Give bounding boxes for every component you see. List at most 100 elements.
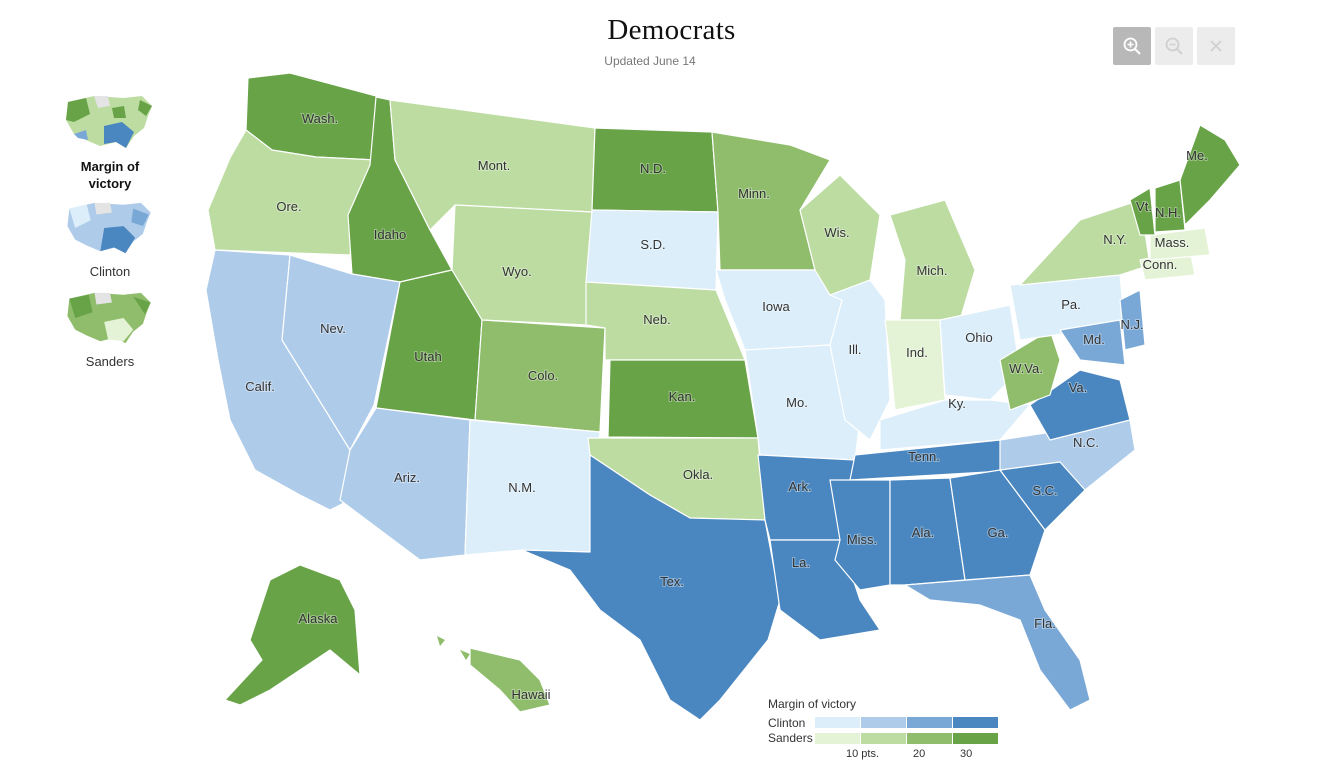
legend-swatch-clinton-1: [861, 717, 906, 728]
state-label: Colo.: [528, 368, 558, 383]
state-label: Ariz.: [394, 470, 420, 485]
state-region-md[interactable]: [1059, 319, 1126, 366]
state-label: Md.: [1083, 332, 1105, 347]
state-label: Tenn.: [908, 449, 940, 464]
updated-date: Updated June 14: [604, 54, 696, 68]
legend-sanders-label: Sanders: [768, 731, 813, 745]
state-label: S.D.: [640, 237, 665, 252]
state-label: Ga.: [988, 525, 1009, 540]
state-label: Iowa: [762, 299, 790, 314]
state-region-hawaii[interactable]: [469, 647, 551, 713]
state-label: N.D.: [640, 161, 666, 176]
legend-tick: 30: [960, 748, 973, 760]
state-label: Va.: [1069, 380, 1088, 395]
view-label: Margin of victory: [80, 159, 140, 191]
state-label: N.M.: [508, 480, 535, 495]
state-label: Alaska: [298, 611, 338, 626]
state-label: Okla.: [683, 467, 713, 482]
legend-swatch-clinton-0: [815, 717, 860, 728]
close-button[interactable]: [1197, 27, 1235, 65]
state-label: Ind.: [906, 345, 928, 360]
state-label: Calif.: [245, 379, 275, 394]
state-label: Idaho: [374, 227, 407, 242]
state-region-ind[interactable]: [884, 319, 946, 411]
zoom-out-button[interactable]: [1155, 27, 1193, 65]
zoom-in-button[interactable]: [1113, 27, 1151, 65]
margin-thumbnail-icon: [66, 96, 152, 148]
state-label: Ohio: [965, 330, 992, 345]
hawaii-island-shape: [437, 636, 445, 646]
state-region-n-y[interactable]: [1019, 199, 1151, 286]
close-icon: [1210, 40, 1222, 52]
state-label: Ore.: [276, 199, 301, 214]
legend-swatch-sanders-0: [815, 733, 860, 744]
legend-clinton-label: Clinton: [768, 716, 806, 730]
state-label: Neb.: [643, 312, 670, 327]
state-label: Conn.: [1143, 257, 1178, 272]
legend-swatch-sanders-2: [907, 733, 952, 744]
state-label: Wash.: [302, 111, 338, 126]
state-label: Utah: [414, 349, 441, 364]
zoom-in-icon: [1123, 37, 1141, 55]
state-region-n-j[interactable]: [1119, 289, 1146, 351]
state-label: Vt.: [1136, 199, 1152, 214]
state-region-alaska[interactable]: [224, 564, 361, 706]
state-region-ga[interactable]: [949, 469, 1046, 581]
legend-swatch-clinton-2: [907, 717, 952, 728]
state-region-fla[interactable]: [904, 574, 1091, 711]
state-label: Tex.: [660, 574, 684, 589]
view-sanders[interactable]: Sanders: [64, 289, 156, 370]
state-label: N.C.: [1073, 435, 1099, 450]
state-label: Minn.: [738, 186, 770, 201]
state-label: Kan.: [669, 389, 696, 404]
state-label: S.C.: [1032, 483, 1057, 498]
state-label: Hawaii: [511, 687, 550, 702]
state-label: N.Y.: [1103, 232, 1127, 247]
view-margin-of-victory[interactable]: Margin of victory: [64, 92, 156, 192]
state-labels: Wash. Ore. Calif. Idaho Nev. Mont. Wyo. Utah Ari…: [244, 110, 1209, 703]
state-label: Ark.: [788, 479, 811, 494]
state-region-ill[interactable]: [829, 279, 891, 441]
state-label: Me.: [1186, 148, 1208, 163]
state-label: Wyo.: [502, 264, 532, 279]
legend-tick: 10 pts.: [846, 748, 880, 760]
state-label: Mich.: [916, 263, 947, 278]
state-label: Pa.: [1061, 297, 1081, 312]
state-label: Ill.: [849, 342, 862, 357]
state-region-neb[interactable]: [585, 281, 746, 361]
legend-title: Margin of victory: [768, 697, 857, 711]
state-region-mass[interactable]: [1149, 227, 1211, 261]
legend-tick: 20: [913, 748, 926, 760]
state-label: Ala.: [912, 525, 934, 540]
clinton-thumbnail-icon: [67, 202, 151, 254]
view-label: Clinton: [89, 264, 131, 279]
state-region-wyo[interactable]: [451, 204, 593, 326]
state-region-nev[interactable]: [281, 254, 401, 451]
view-clinton[interactable]: Clinton: [64, 199, 156, 280]
state-label: Mass.: [1155, 235, 1190, 250]
state-regions: [205, 72, 1241, 721]
state-label: W.Va.: [1009, 361, 1043, 376]
legend-swatch-sanders-1: [861, 733, 906, 744]
state-label: La.: [792, 555, 810, 570]
legend-swatch-clinton-3: [953, 717, 998, 728]
state-region-va[interactable]: [1029, 369, 1131, 441]
state-label: Miss.: [847, 532, 877, 547]
state-region-n-h[interactable]: [1154, 179, 1186, 233]
legend-swatch-sanders-3: [953, 733, 998, 744]
state-region-mich[interactable]: [889, 199, 976, 321]
state-label: Ky.: [948, 396, 966, 411]
page-title: Democrats: [607, 14, 736, 46]
hawaii-island-shape: [460, 650, 470, 660]
view-label: Sanders: [85, 354, 135, 369]
state-label: N.J.: [1120, 317, 1143, 332]
state-region-vt[interactable]: [1129, 187, 1156, 236]
state-label: Nev.: [320, 321, 346, 336]
state-region-tex[interactable]: [521, 454, 781, 721]
state-label: Fla.: [1034, 616, 1056, 631]
state-label: Wis.: [824, 225, 849, 240]
state-region-me[interactable]: [1179, 124, 1241, 226]
map-toolbar: [1113, 27, 1235, 65]
state-label: Mo.: [786, 395, 808, 410]
